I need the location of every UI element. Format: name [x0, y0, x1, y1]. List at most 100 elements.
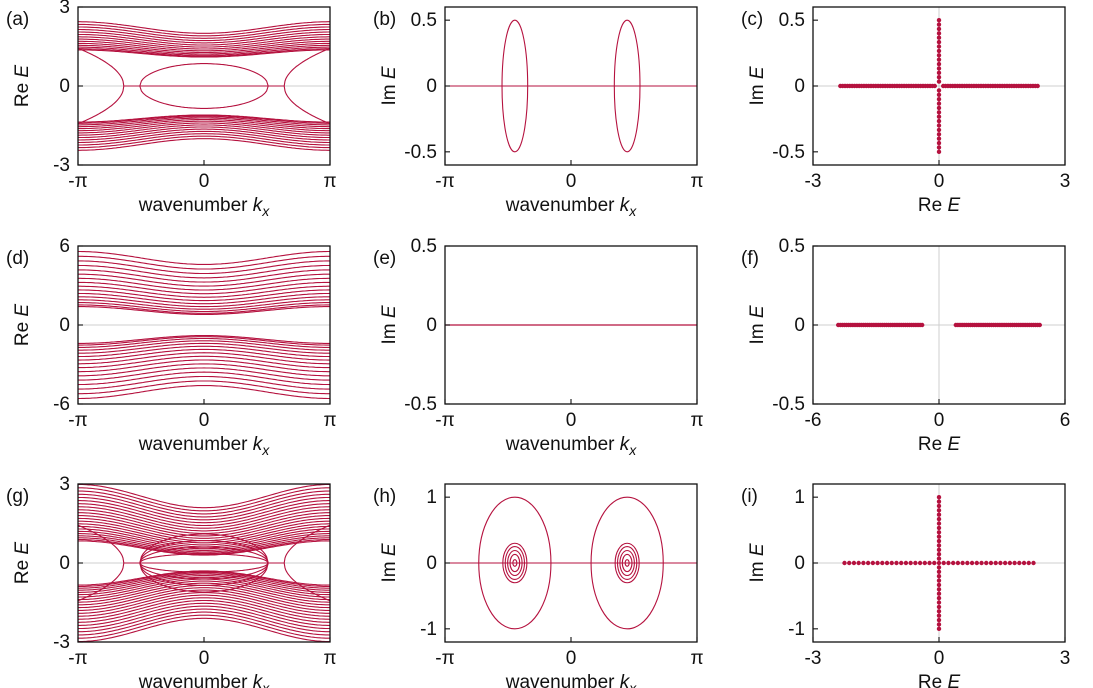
band-line: [78, 255, 330, 270]
x-tick-label: π: [323, 410, 336, 431]
panel-label: (a): [6, 9, 29, 30]
band-line: [78, 23, 330, 37]
eigen-point: [936, 521, 942, 526]
y-tick-label: -1: [788, 619, 805, 640]
x-tick-label: 0: [199, 171, 210, 192]
eigen-point: [936, 44, 942, 49]
eigen-point: [936, 600, 942, 605]
panel-f: -6 0 6 -0.5 0 0.5 (f) Re E Im E: [741, 236, 1070, 455]
eigen-point: [936, 136, 942, 141]
y-tick-label: 0.5: [411, 10, 437, 31]
x-tick-label: π: [323, 648, 336, 669]
band-line: [78, 130, 330, 144]
band-line: [78, 582, 330, 603]
band-line: [78, 592, 330, 614]
x-tick-label: 0: [566, 410, 577, 431]
eigen-point: [936, 22, 942, 27]
panel-label: (e): [373, 248, 396, 269]
y-tick-label: 0.5: [779, 236, 805, 257]
x-tick-label: π: [690, 648, 703, 669]
eigen-point: [936, 512, 942, 517]
y-tick-label: 3: [59, 474, 70, 495]
panel-label: (b): [373, 9, 396, 30]
eigen-point: [936, 595, 942, 601]
eigen-point: [936, 543, 942, 548]
band-line: [78, 490, 330, 515]
eigen-point: [936, 556, 942, 561]
band-line: [78, 580, 330, 601]
x-tick-label: 0: [199, 648, 210, 669]
panel-label: (h): [373, 486, 396, 507]
band-line: [78, 576, 330, 596]
eigen-loop: [512, 559, 518, 567]
eigen-point: [884, 560, 890, 566]
eigen-point: [889, 560, 894, 566]
eigen-loop: [621, 553, 633, 573]
data-layer: [842, 494, 1036, 632]
eigen-point: [936, 622, 942, 627]
eigen-loop: [624, 559, 630, 567]
eigen-loop: [509, 553, 521, 573]
eigen-point: [842, 560, 847, 566]
band-line: [78, 128, 330, 141]
eigen-point: [998, 560, 1003, 566]
band-line: [78, 38, 330, 50]
eigen-point: [936, 17, 942, 23]
y-tick-label: -1: [420, 619, 437, 640]
x-axis-label: wavenumber kx: [138, 195, 271, 219]
x-tick-label: -π: [435, 648, 454, 669]
y-tick-label: 0: [794, 315, 805, 336]
eigen-point: [936, 110, 942, 115]
y-tick-label: -0.5: [404, 142, 437, 163]
band-line: [78, 115, 330, 124]
y-tick-label: -3: [53, 632, 70, 653]
branch-upper: [283, 47, 330, 87]
band-line: [78, 42, 330, 54]
y-tick-label: -0.5: [772, 142, 805, 163]
eigen-point: [1007, 560, 1013, 566]
eigen-point: [861, 560, 866, 566]
eigen-point: [936, 101, 942, 106]
y-tick-label: 0.5: [779, 10, 805, 31]
eigen-point: [974, 560, 979, 566]
eigen-point: [936, 617, 942, 623]
eigen-point: [870, 560, 876, 566]
band-line: [78, 21, 330, 34]
y-tick-label: -0.5: [772, 394, 805, 415]
band-line: [78, 484, 330, 509]
band-line: [78, 525, 330, 546]
eigen-point: [936, 88, 942, 93]
band-line: [78, 302, 330, 313]
band-line: [78, 281, 330, 295]
eigen-point: [936, 127, 942, 133]
x-tick-label: -π: [435, 171, 454, 192]
x-tick-label: 0: [934, 648, 945, 669]
eigen-point: [936, 569, 942, 574]
eigen-point: [936, 96, 942, 102]
eigen-point: [936, 26, 942, 32]
y-axis-label: Im E: [379, 543, 400, 582]
band-line: [78, 348, 330, 361]
eigen-point: [927, 560, 932, 566]
eigen-point: [936, 534, 942, 539]
band-line: [78, 533, 330, 551]
y-tick-label: 6: [59, 236, 70, 257]
band-line: [78, 570, 330, 586]
band-line: [78, 575, 330, 593]
eigen-point: [936, 31, 942, 36]
eigen-point: [984, 560, 989, 566]
y-axis-label: Re E: [12, 542, 33, 585]
eigen-point: [936, 573, 942, 579]
band-line: [78, 264, 330, 279]
band-line: [78, 138, 330, 151]
eigen-point: [908, 560, 913, 566]
y-tick-label: -3: [53, 155, 70, 176]
band-line: [78, 306, 330, 316]
eigen-point: [903, 560, 909, 566]
eigen-point: [936, 92, 942, 97]
band-line: [78, 617, 330, 642]
eigen-loop: [613, 19, 641, 153]
band-line: [78, 118, 330, 130]
eigen-point: [993, 560, 998, 566]
